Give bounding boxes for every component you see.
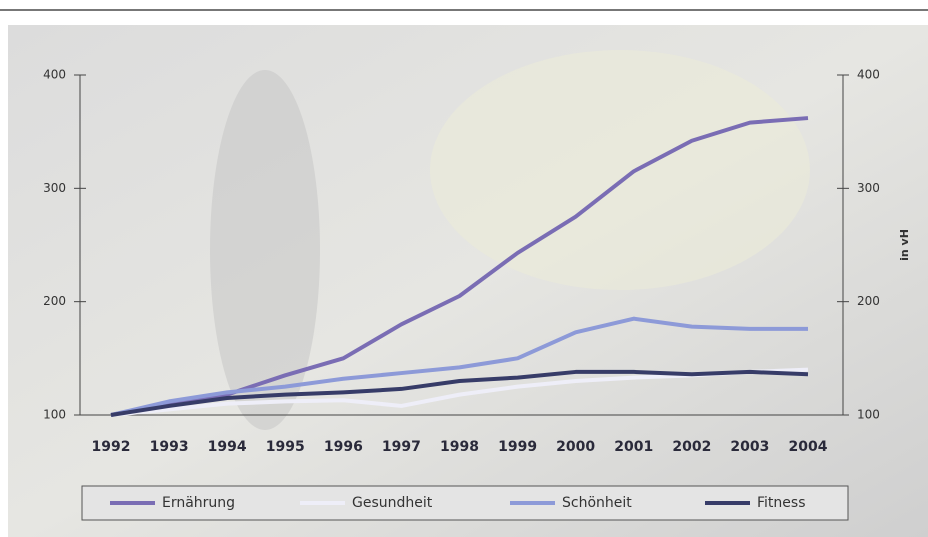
x-tick-label: 2003 xyxy=(730,439,769,455)
y-tick-label: 400 xyxy=(43,68,66,82)
y2-tick-label: 200 xyxy=(857,294,880,308)
x-tick-label: 1999 xyxy=(498,439,537,455)
x-tick-label: 2004 xyxy=(789,439,828,455)
y2-tick-label: 400 xyxy=(857,68,880,82)
legend-label: Fitness xyxy=(757,495,806,511)
legend-label: Schönheit xyxy=(562,495,632,511)
x-tick-label: 1992 xyxy=(92,439,131,455)
y2-tick-label: 100 xyxy=(857,408,880,422)
y-tick-label: 200 xyxy=(43,294,66,308)
y-tick-label: 100 xyxy=(43,408,66,422)
x-tick-label: 1994 xyxy=(208,439,247,455)
legend-label: Gesundheit xyxy=(352,495,433,511)
y2-tick-label: 300 xyxy=(857,181,880,195)
x-tick-label: 2000 xyxy=(556,439,595,455)
y2-axis-label: in vH xyxy=(898,229,911,261)
legend-label: Ernährung xyxy=(162,495,235,511)
x-tick-label: 1995 xyxy=(266,439,305,455)
y-tick-label: 300 xyxy=(43,181,66,195)
bg-decoration xyxy=(210,70,320,430)
page: {"chart_data": {"type": "line", "y2_labe… xyxy=(0,0,928,537)
chart: in vH 100 200 300 400 100 200 300 400 1992 1993 19… xyxy=(0,0,928,537)
x-tick-label: 2001 xyxy=(614,439,653,455)
bg-decoration xyxy=(430,50,810,290)
x-tick-label: 1996 xyxy=(324,439,363,455)
x-tick-label: 1993 xyxy=(150,439,189,455)
x-tick-label: 1997 xyxy=(382,439,421,455)
x-tick-label: 2002 xyxy=(672,439,711,455)
x-tick-label: 1998 xyxy=(440,439,479,455)
